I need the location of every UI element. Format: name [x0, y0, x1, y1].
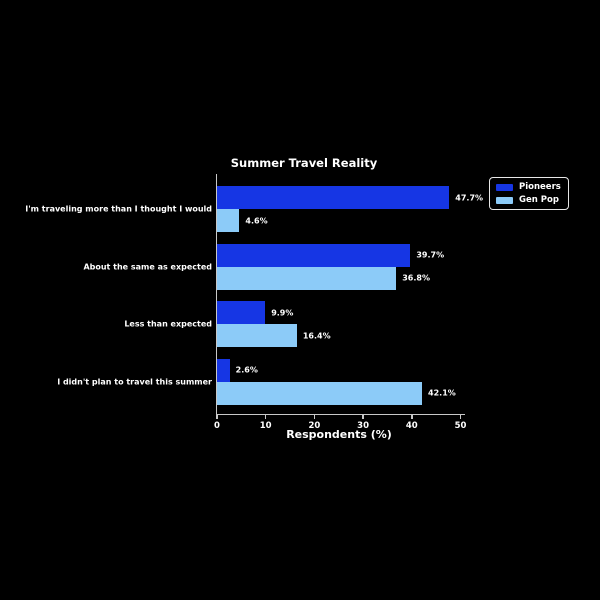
y-axis-spine	[215, 174, 217, 414]
legend-item-genpop: Gen Pop	[496, 195, 561, 205]
x-tick-label: 0	[214, 420, 220, 431]
x-tick-label: 40	[405, 420, 418, 431]
value-label: 39.7%	[416, 250, 445, 260]
value-label: 36.8%	[402, 273, 430, 283]
x-tick-mark	[362, 415, 364, 419]
x-axis-label: Respondents (%)	[286, 428, 392, 441]
legend-swatch-pioneers-icon	[496, 183, 513, 191]
x-tick-mark	[411, 415, 413, 419]
chart-title: Summer Travel Reality	[230, 156, 378, 170]
bar-gen-pop	[217, 209, 240, 232]
x-tick-mark	[216, 415, 218, 419]
value-label: 4.6%	[245, 216, 268, 225]
x-tick-label: 50	[454, 420, 467, 431]
x-tick-label: 30	[357, 420, 370, 431]
legend-label-genpop: Gen Pop	[519, 195, 559, 205]
bar-gen-pop	[217, 266, 397, 290]
value-label: 47.7%	[455, 193, 484, 202]
bar-gen-pop	[217, 381, 423, 405]
legend-label-pioneers: Pioneers	[519, 182, 561, 192]
x-tick-label: 20	[308, 420, 321, 431]
bar-gen-pop	[217, 324, 297, 347]
category-label: I'm traveling more than I thought I woul…	[25, 204, 212, 214]
value-label: 9.9%	[271, 308, 294, 317]
legend-swatch-genpop-icon	[496, 196, 513, 204]
bar-pioneers	[217, 186, 450, 209]
bar-pioneers	[217, 358, 230, 382]
x-tick-mark	[264, 415, 267, 419]
category-label: About the same as expected	[83, 262, 212, 271]
bar-pioneers	[217, 301, 266, 324]
category-label: I didn't plan to travel this summer	[57, 377, 212, 386]
legend-item-pioneers: Pioneers	[496, 182, 561, 192]
legend: Pioneers Gen Pop	[489, 177, 569, 210]
x-tick-mark	[313, 415, 316, 419]
category-label: Less than expected	[124, 319, 212, 329]
x-axis-spine	[215, 413, 465, 415]
x-tick-mark	[459, 415, 462, 419]
value-label: 2.6%	[235, 365, 258, 375]
bar-pioneers	[217, 243, 411, 267]
x-tick-label: 10	[259, 420, 272, 431]
value-label: 42.1%	[428, 388, 456, 398]
value-label: 16.4%	[302, 331, 331, 340]
